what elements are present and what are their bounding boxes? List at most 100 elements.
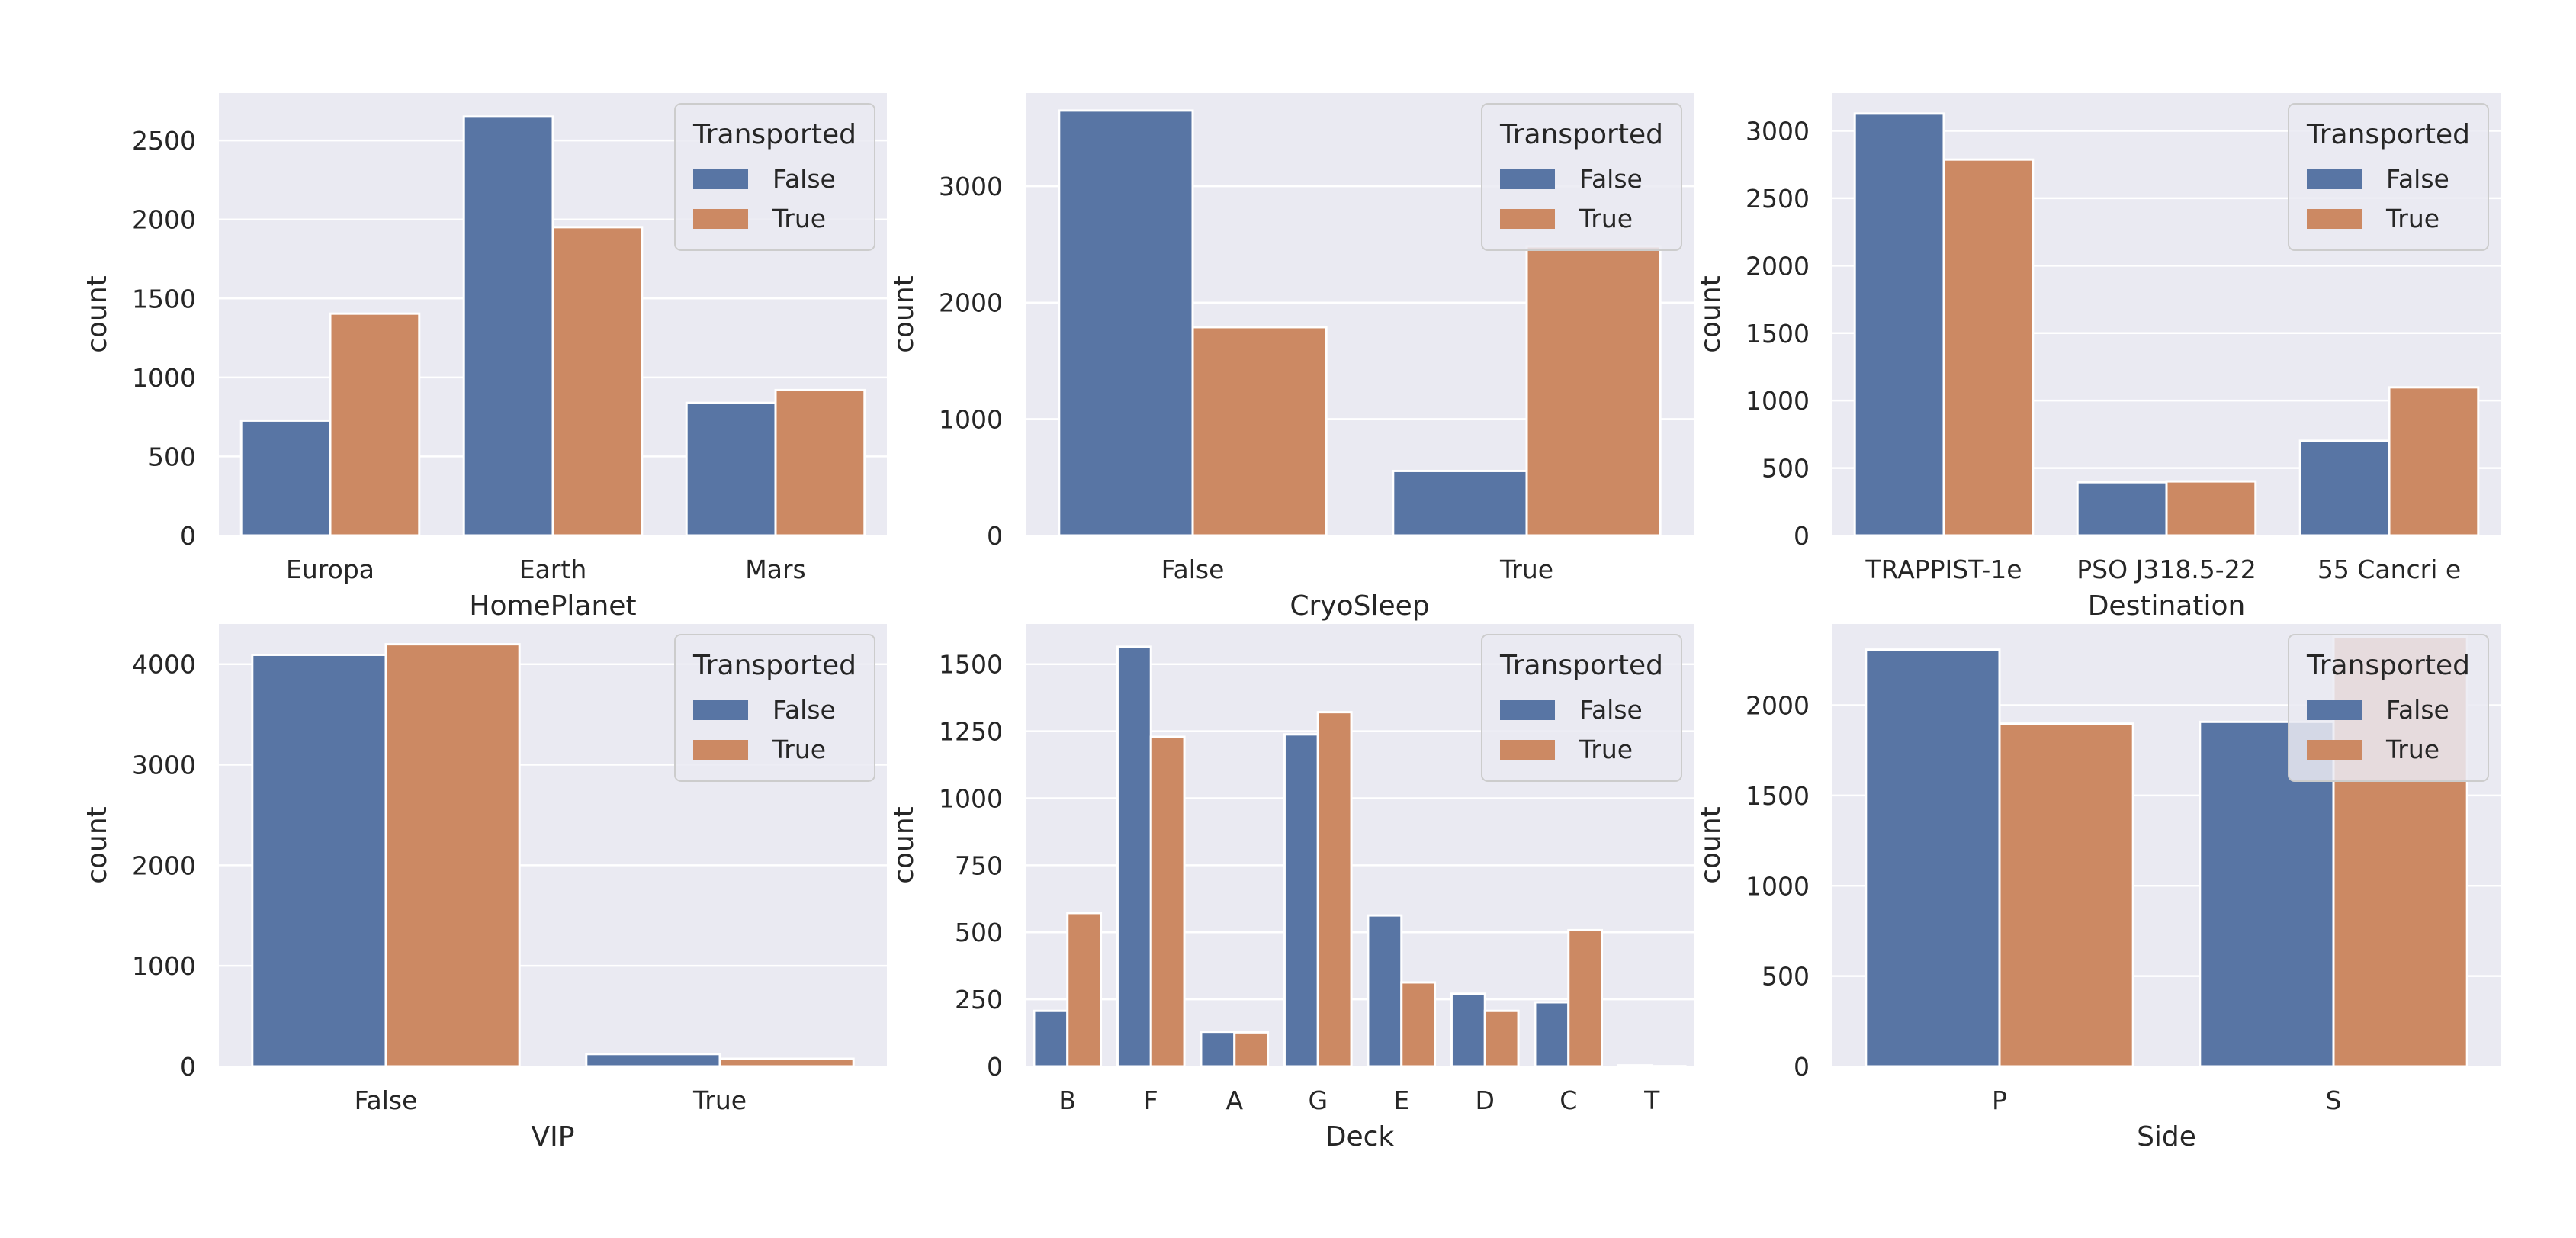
y-tick-label: 2500 (1746, 184, 1810, 214)
bar-false-true (384, 643, 521, 1068)
x-tick-label: Europa (286, 555, 374, 584)
legend-label-false: False (772, 695, 836, 725)
chart-panel-cryosleep: 0 1000 2000 3000 False True CryoSleep count Tran… (888, 93, 1694, 622)
legend-swatch-false (2307, 169, 2362, 189)
bar-c-false (1534, 1001, 1570, 1068)
y-tick-label: 0 (180, 1052, 196, 1082)
y-tick-label: 750 (955, 851, 1003, 880)
bar-g-true (1316, 711, 1353, 1068)
legend-title: Transported (1499, 119, 1663, 150)
bar-d-true (1483, 1009, 1520, 1068)
legend-swatch-false (2307, 700, 2362, 720)
x-axis-label: CryoSleep (1290, 590, 1429, 622)
x-tick-label: Mars (745, 555, 805, 584)
y-tick-label: 2000 (1746, 691, 1810, 721)
x-tick-label: PSO J318.5-22 (2077, 555, 2256, 584)
bar-55-cancri-e-false (2298, 439, 2391, 537)
x-tick-label: F (1144, 1085, 1158, 1115)
y-tick-label: 0 (1794, 1052, 1810, 1082)
bar-europa-false (239, 419, 332, 537)
y-tick-label: 3000 (939, 172, 1003, 201)
y-tick-label: 500 (148, 442, 196, 471)
legend: Transported False True (1481, 634, 1682, 782)
y-tick-label: 1000 (1746, 386, 1810, 416)
legend-label-false: False (2386, 695, 2449, 725)
y-tick-label: 0 (180, 521, 196, 551)
x-tick-label: True (1499, 555, 1553, 584)
bar-mars-true (774, 388, 866, 537)
x-tick-label: A (1225, 1085, 1243, 1115)
y-tick-label: 1000 (1746, 871, 1810, 901)
legend: Transported False True (1481, 103, 1682, 251)
bar-true-true (1525, 245, 1662, 537)
x-tick-label: G (1308, 1085, 1328, 1115)
bar-b-false (1033, 1009, 1069, 1068)
legend-title: Transported (2306, 650, 2470, 681)
bar-e-true (1400, 981, 1437, 1068)
x-tick-label: S (2326, 1085, 2342, 1115)
bar-b-true (1066, 912, 1103, 1068)
bar-false-true (1191, 326, 1328, 537)
y-tick-label: 1000 (132, 951, 196, 981)
y-axis-label: count (1695, 275, 1726, 353)
legend-label-true: True (772, 735, 826, 764)
y-tick-label: 1250 (939, 717, 1003, 747)
y-axis-label: count (1695, 806, 1726, 884)
chart-panel-destination: 0 500 1000 1500 2000 2500 3000 TRAPPIST-1e PSO J… (1695, 93, 2501, 622)
chart-panel-homeplanet: 0 500 1000 1500 2000 2500 Europa Earth Mars HomeP… (82, 93, 887, 622)
x-tick-label: False (355, 1085, 418, 1115)
bar-e-false (1367, 914, 1403, 1068)
x-axis-label: VIP (532, 1121, 575, 1153)
y-tick-label: 1500 (939, 650, 1003, 680)
legend-label-true: True (1579, 735, 1633, 764)
y-tick-label: 0 (1794, 521, 1810, 551)
bar-mars-false (685, 401, 777, 537)
x-axis-label: Side (2137, 1121, 2196, 1153)
bar-false-false (251, 653, 387, 1068)
legend-swatch-true (2307, 209, 2362, 229)
y-axis-label: count (888, 806, 920, 884)
bar-g-false (1283, 733, 1319, 1068)
x-tick-label: C (1559, 1085, 1577, 1115)
legend-title: Transported (692, 650, 856, 681)
bar-europa-true (329, 312, 421, 537)
bar-trappist-1e-false (1853, 112, 1945, 537)
x-tick-label: D (1476, 1085, 1495, 1115)
bar-true-true (718, 1057, 855, 1068)
y-tick-label: 2000 (1746, 251, 1810, 281)
y-tick-label: 1000 (132, 363, 196, 393)
legend: Transported False True (2288, 634, 2489, 782)
y-axis-label: count (888, 275, 920, 353)
legend-label-true: True (2385, 735, 2439, 764)
x-tick-label: TRAPPIST-1e (1865, 555, 2022, 584)
bar-p-false (1865, 648, 2001, 1068)
legend: Transported False True (2288, 103, 2489, 251)
chart-panel-deck: 0 250 500 750 1000 1250 1500 B F A G E D C T Deck count T… (888, 624, 1694, 1153)
x-tick-label: B (1058, 1085, 1076, 1115)
legend-swatch-false (1500, 700, 1555, 720)
legend-label-true: True (2385, 204, 2439, 233)
bar-d-false (1450, 992, 1486, 1068)
y-tick-label: 250 (955, 985, 1003, 1015)
bar-earth-true (551, 226, 644, 537)
bar-f-false (1116, 645, 1152, 1068)
bar-a-true (1233, 1031, 1270, 1068)
y-tick-label: 1500 (132, 284, 196, 314)
chart-panel-vip: 0 1000 2000 3000 4000 False True VIP count Transp… (82, 624, 887, 1153)
x-tick-label: P (1992, 1085, 2007, 1115)
x-tick-label: False (1161, 555, 1225, 584)
x-tick-label: True (692, 1085, 747, 1115)
legend-label-false: False (1579, 695, 1643, 725)
legend: Transported False True (674, 103, 875, 251)
y-tick-label: 500 (1762, 454, 1810, 484)
bar-true-false (1392, 469, 1528, 537)
y-axis-label: count (82, 275, 113, 353)
legend-swatch-true (1500, 209, 1555, 229)
y-tick-label: 2000 (939, 288, 1003, 318)
bar-55-cancri-e-true (2388, 386, 2480, 537)
y-tick-label: 500 (955, 918, 1003, 947)
legend-label-false: False (2386, 164, 2449, 194)
y-tick-label: 1000 (939, 783, 1003, 813)
bar-true-false (585, 1053, 721, 1068)
